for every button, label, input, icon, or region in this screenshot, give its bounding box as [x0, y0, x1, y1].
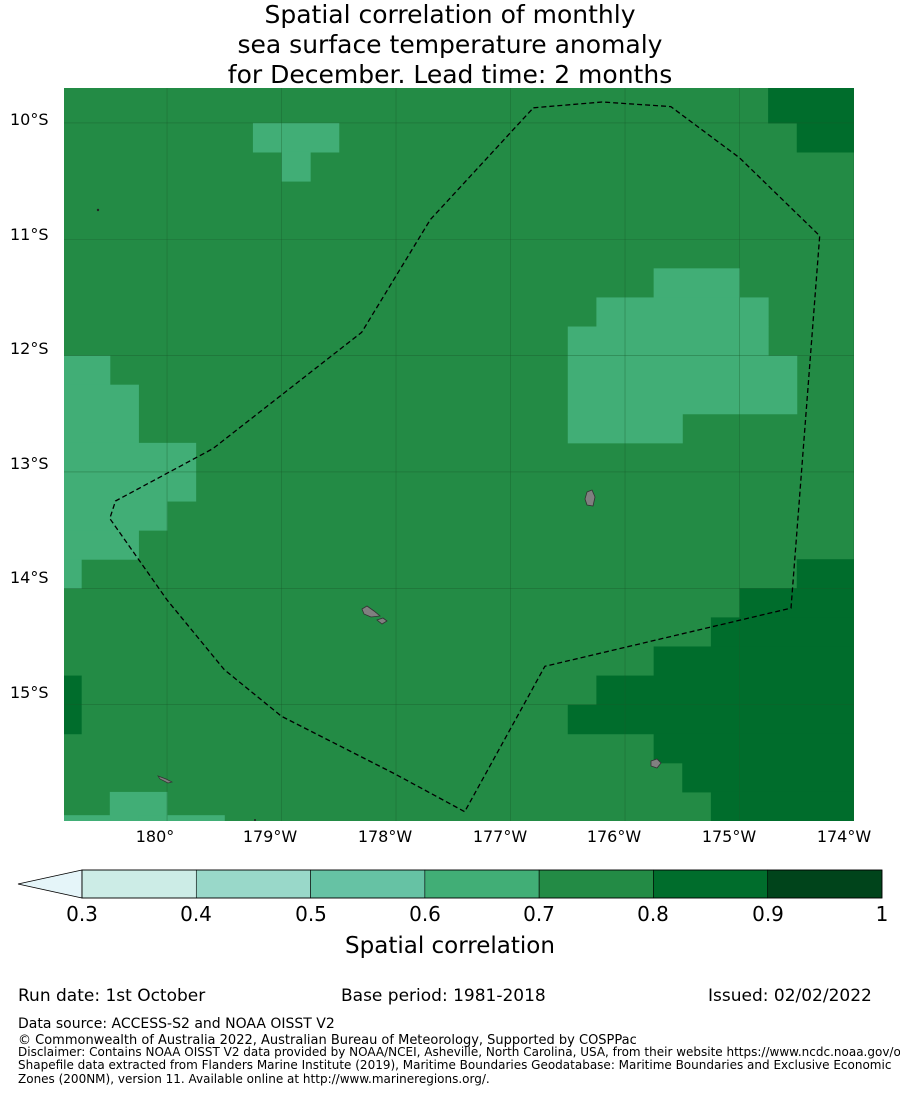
correlation-cell	[653, 268, 741, 298]
correlation-cell	[653, 646, 854, 677]
correlation-cell	[710, 791, 854, 821]
title-line-3: for December. Lead time: 2 months	[227, 60, 673, 89]
correlation-cell	[64, 815, 111, 821]
lon-label-180: 180°	[135, 827, 175, 846]
correlation-cell	[596, 297, 769, 328]
correlation-cell	[567, 704, 854, 735]
colorbar-segment	[81, 869, 197, 899]
island-futuna	[376, 617, 388, 625]
island-dot	[96, 208, 100, 212]
disclaimer-line-2: Shapefile data extracted from Flanders M…	[18, 1059, 892, 1072]
correlation-cell	[567, 326, 769, 357]
disclaimer-line-3: Zones (200NM), version 11. Available onl…	[18, 1073, 490, 1086]
colorbar-segment	[310, 869, 426, 899]
correlation-cell	[768, 88, 854, 124]
lat-label-11s: 11°S	[10, 225, 49, 244]
correlation-cell	[796, 122, 854, 153]
colorbar-segment	[767, 869, 883, 899]
title-line-1: Spatial correlation of monthly	[264, 0, 636, 29]
issued-date: Issued: 02/02/2022	[708, 986, 872, 1006]
island-dot	[254, 819, 256, 821]
colorbar-segment	[424, 869, 540, 899]
lon-label-177w: 177°W	[472, 827, 528, 846]
correlation-cell	[64, 559, 82, 589]
colorbar	[17, 869, 883, 899]
data-source: Data source: ACCESS-S2 and NOAA OISST V2	[18, 1016, 335, 1032]
correlation-cell	[796, 559, 854, 589]
colorbar-under-triangle	[17, 869, 83, 899]
lat-label-13s: 13°S	[10, 454, 49, 473]
correlation-cell	[567, 355, 798, 415]
correlation-cell	[64, 355, 111, 386]
colorbar-frame	[81, 869, 883, 899]
base-period: Base period: 1981-2018	[341, 986, 546, 1006]
chart-title: Spatial correlation of monthly sea surfa…	[0, 0, 900, 90]
cb-tick-5: 0.8	[637, 902, 669, 926]
cb-tick-0: 0.3	[66, 902, 98, 926]
map-plot-area	[64, 88, 854, 821]
island-niuafoou	[650, 758, 662, 769]
lat-label-10s: 10°S	[10, 110, 49, 129]
correlation-cell	[682, 762, 854, 793]
cb-tick-7: 1	[875, 902, 889, 926]
cb-tick-3: 0.6	[409, 902, 441, 926]
island-small-southwest	[157, 775, 174, 784]
correlation-cell	[138, 815, 225, 821]
map-figure	[64, 88, 854, 821]
colorbar-segment	[653, 869, 769, 899]
cb-tick-2: 0.5	[295, 902, 327, 926]
correlation-cell	[64, 530, 139, 560]
run-date: Run date: 1st October	[18, 986, 206, 1006]
lat-label-14s: 14°S	[10, 568, 49, 587]
lat-label-15s: 15°S	[10, 683, 49, 702]
correlation-cell	[281, 151, 311, 182]
cb-tick-1: 0.4	[180, 902, 212, 926]
lat-label-12s: 12°S	[10, 339, 49, 358]
island-upolu	[584, 489, 596, 507]
lon-label-174w: 174°W	[816, 827, 872, 846]
correlation-cell	[596, 675, 854, 706]
correlation-cell	[710, 617, 854, 647]
correlation-cell	[252, 122, 340, 153]
copyright: © Commonwealth of Australia 2022, Austra…	[18, 1034, 637, 1048]
island-wallis	[361, 605, 381, 618]
cb-tick-6: 0.9	[752, 902, 784, 926]
title-line-2: sea surface temperature anomaly	[237, 30, 663, 59]
colorbar-segment	[538, 869, 654, 899]
colorbar-label: Spatial correlation	[345, 933, 555, 959]
correlation-cell	[739, 588, 854, 618]
correlation-cell	[64, 384, 139, 444]
correlation-cell	[64, 501, 168, 531]
lon-label-178w: 178°W	[357, 827, 413, 846]
correlation-cell	[653, 733, 854, 764]
lon-label-176w: 176°W	[586, 827, 642, 846]
lon-label-179w: 179°W	[242, 827, 298, 846]
disclaimer-line-1: Disclaimer: Contains NOAA OISST V2 data …	[18, 1046, 900, 1059]
cb-tick-4: 0.7	[523, 902, 555, 926]
lon-label-175w: 175°W	[701, 827, 757, 846]
colorbar-segment	[195, 869, 311, 899]
